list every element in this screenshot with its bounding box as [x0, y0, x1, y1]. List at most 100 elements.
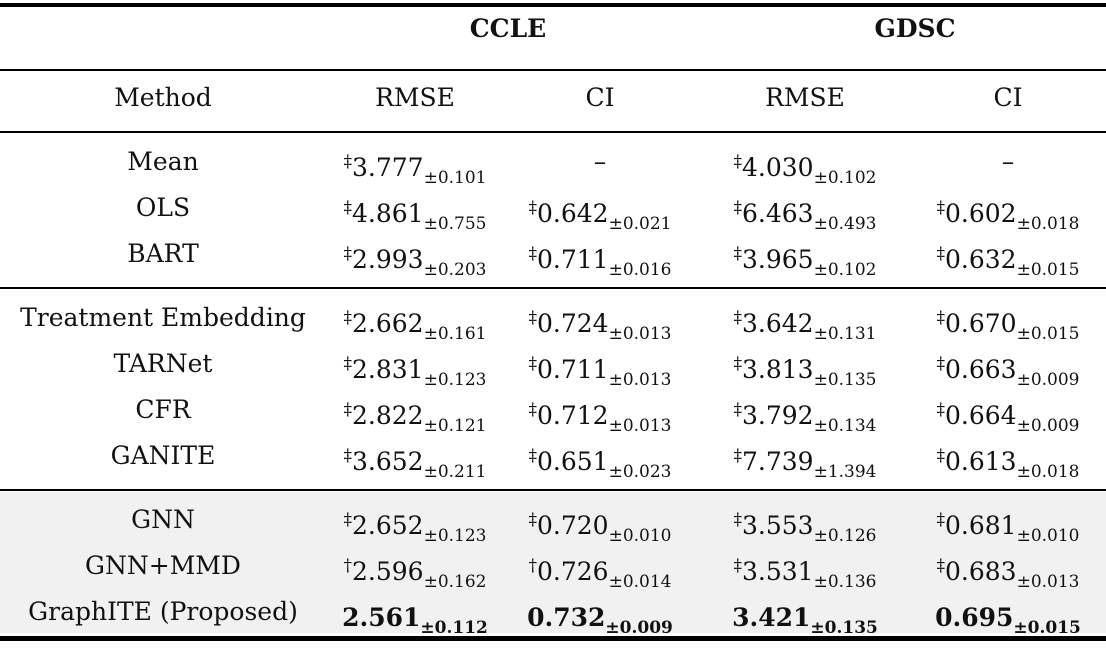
significance-mark: ‡	[936, 400, 946, 420]
mean-value: 4.030	[742, 153, 814, 182]
col-header-method: Method	[114, 83, 212, 112]
metric-cell: ‡2.662±0.161	[344, 295, 487, 357]
group-header-gdsc: GDSC	[874, 14, 956, 43]
column-header-row: Method RMSE CI RMSE CI	[0, 75, 1106, 121]
std-value: ±0.131	[813, 324, 877, 344]
std-value: ±0.203	[423, 260, 487, 280]
mean-value: 0.613	[945, 447, 1017, 476]
significance-mark: ‡	[343, 308, 353, 328]
method-name: BART	[127, 239, 199, 268]
metric-cell: ‡0.613±0.018	[937, 433, 1080, 495]
std-value: ±0.112	[420, 618, 488, 638]
significance-mark: ‡	[528, 510, 538, 530]
metric-cell: ‡7.739±1.394	[734, 433, 877, 495]
significance-mark: ‡	[528, 308, 538, 328]
std-value: ±0.211	[423, 462, 487, 482]
std-value: ±0.016	[608, 260, 672, 280]
mean-value: 0.732	[527, 603, 606, 632]
std-value: ±0.014	[608, 572, 672, 592]
mean-value: 3.777	[352, 153, 424, 182]
section-rule-1	[0, 287, 1106, 289]
metric-cell: ‡0.711±0.013	[529, 341, 672, 403]
metric-cell: ‡0.602±0.018	[937, 185, 1080, 247]
metric-cell: †2.596±0.162	[344, 543, 487, 605]
metric-cell: 0.732±0.009	[527, 589, 673, 651]
mean-value: 0.681	[945, 511, 1017, 540]
std-value: ±0.101	[423, 168, 487, 188]
metric-cell: ‡0.720±0.010	[529, 497, 672, 559]
std-value: ±0.126	[813, 526, 877, 546]
metric-cell: ‡3.813±0.135	[734, 341, 877, 403]
section-rule-2	[0, 489, 1106, 491]
table-row: Mean ‡3.777±0.101– ‡4.030±0.102–	[0, 139, 1106, 188]
method-name: GraphITE (Proposed)	[28, 597, 298, 626]
significance-mark: ‡	[733, 198, 743, 218]
significance-mark: ‡	[936, 446, 946, 466]
metric-cell: ‡0.664±0.009	[937, 387, 1080, 449]
metric-cell: ‡2.822±0.121	[344, 387, 487, 449]
table-row: BART ‡2.993±0.203 ‡0.711±0.016 ‡3.965±0.102…	[0, 231, 1106, 280]
significance-mark: ‡	[528, 198, 538, 218]
mean-value: 0.711	[537, 355, 609, 384]
metric-cell: ‡0.681±0.010	[937, 497, 1080, 559]
mean-value: 4.861	[352, 199, 424, 228]
std-value: ±0.013	[608, 324, 672, 344]
mean-value: 0.720	[537, 511, 609, 540]
std-value: ±0.010	[1016, 526, 1080, 546]
metric-cell: ‡0.683±0.013	[937, 543, 1080, 605]
table-row: OLS ‡4.861±0.755 ‡0.642±0.021 ‡6.463±0.493 ‡…	[0, 185, 1106, 234]
metric-cell: –	[593, 147, 607, 176]
mean-value: 0.724	[537, 309, 609, 338]
std-value: ±0.013	[608, 370, 672, 390]
significance-mark: ‡	[733, 400, 743, 420]
significance-mark: ‡	[733, 510, 743, 530]
mean-value: 2.652	[352, 511, 424, 540]
std-value: ±0.015	[1013, 618, 1081, 638]
metric-cell: ‡6.463±0.493	[734, 185, 877, 247]
std-value: ±0.015	[1016, 260, 1080, 280]
significance-mark: ‡	[936, 556, 946, 576]
header-rule	[0, 131, 1106, 133]
metric-cell: ‡4.030±0.102	[734, 139, 877, 201]
metric-cell: †0.726±0.014	[529, 543, 672, 605]
table-row: GNN ‡2.652±0.123 ‡0.720±0.010 ‡3.553±0.126 ‡…	[0, 497, 1106, 546]
std-value: ±0.162	[423, 572, 487, 592]
std-value: ±0.018	[1016, 462, 1080, 482]
significance-mark: ‡	[936, 510, 946, 530]
metric-cell: ‡2.993±0.203	[344, 231, 487, 293]
top-rule	[0, 3, 1106, 7]
std-value: ±0.013	[608, 416, 672, 436]
method-name: TARNet	[113, 349, 213, 378]
mean-value: 0.651	[537, 447, 609, 476]
mean-value: 3.421	[732, 603, 811, 632]
significance-mark: ‡	[733, 446, 743, 466]
significance-mark: ‡	[733, 244, 743, 264]
significance-mark: ‡	[733, 152, 743, 172]
metric-cell: ‡4.861±0.755	[344, 185, 487, 247]
metric-cell: ‡2.652±0.123	[344, 497, 487, 559]
metric-cell: ‡3.792±0.134	[734, 387, 877, 449]
std-value: ±1.394	[813, 462, 877, 482]
metric-cell: ‡0.642±0.021	[529, 185, 672, 247]
mean-value: 3.792	[742, 401, 814, 430]
col-header-ccle-ci: CI	[585, 83, 615, 112]
significance-mark: ‡	[343, 446, 353, 466]
mean-value: 0.602	[945, 199, 1017, 228]
metric-cell: ‡3.642±0.131	[734, 295, 877, 357]
mean-value: 3.813	[742, 355, 814, 384]
metric-cell: ‡0.724±0.013	[529, 295, 672, 357]
mean-value: 0.663	[945, 355, 1017, 384]
mean-value: 3.642	[742, 309, 814, 338]
method-name: GNN+MMD	[85, 551, 241, 580]
std-value: ±0.023	[608, 462, 672, 482]
std-value: ±0.755	[423, 214, 487, 234]
mean-value: 0.664	[945, 401, 1017, 430]
std-value: ±0.021	[608, 214, 672, 234]
method-name: GANITE	[110, 441, 216, 470]
metric-cell: ‡0.651±0.023	[529, 433, 672, 495]
metric-cell: ‡2.831±0.123	[344, 341, 487, 403]
mean-value: 3.531	[742, 557, 814, 586]
mean-value: 0.726	[537, 557, 609, 586]
significance-mark: ‡	[528, 446, 538, 466]
significance-mark: ‡	[343, 510, 353, 530]
